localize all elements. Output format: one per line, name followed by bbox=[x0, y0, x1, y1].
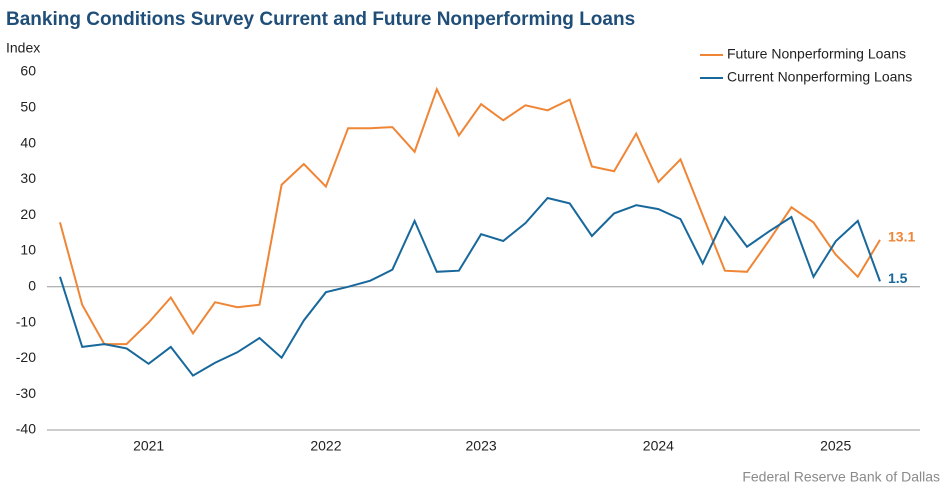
end-label: 13.1 bbox=[888, 229, 915, 245]
y-tick-label: 60 bbox=[20, 63, 36, 79]
source: Federal Reserve Bank of Dallas bbox=[742, 469, 940, 485]
series-line bbox=[59, 196, 881, 377]
y-tick-label: 40 bbox=[20, 134, 36, 150]
y-tick-label: 30 bbox=[20, 170, 36, 186]
y-tick-label: -30 bbox=[16, 385, 36, 401]
series-line bbox=[59, 86, 881, 346]
y-tick-label: -20 bbox=[16, 349, 36, 365]
x-tick-label: 2022 bbox=[310, 438, 341, 454]
x-tick-label: 2023 bbox=[466, 438, 497, 454]
x-tick-label: 2021 bbox=[133, 438, 164, 454]
end-label: 1.5 bbox=[888, 270, 908, 286]
y-tick-label: 50 bbox=[20, 99, 36, 115]
y-tick-label: -40 bbox=[16, 421, 36, 437]
y-tick-label: -10 bbox=[16, 313, 36, 329]
x-tick-label: 2025 bbox=[820, 438, 851, 454]
legend-label: Current Nonperforming Loans bbox=[727, 69, 912, 85]
y-tick-label: 0 bbox=[28, 278, 36, 294]
x-tick-label: 2024 bbox=[643, 438, 674, 454]
y-tick-label: 10 bbox=[20, 242, 36, 258]
chart-title: Banking Conditions Survey Current and Fu… bbox=[6, 9, 635, 30]
y-tick-label: 20 bbox=[20, 206, 36, 222]
y-axis-label: Index bbox=[6, 40, 40, 56]
legend-label: Future Nonperforming Loans bbox=[727, 46, 906, 62]
